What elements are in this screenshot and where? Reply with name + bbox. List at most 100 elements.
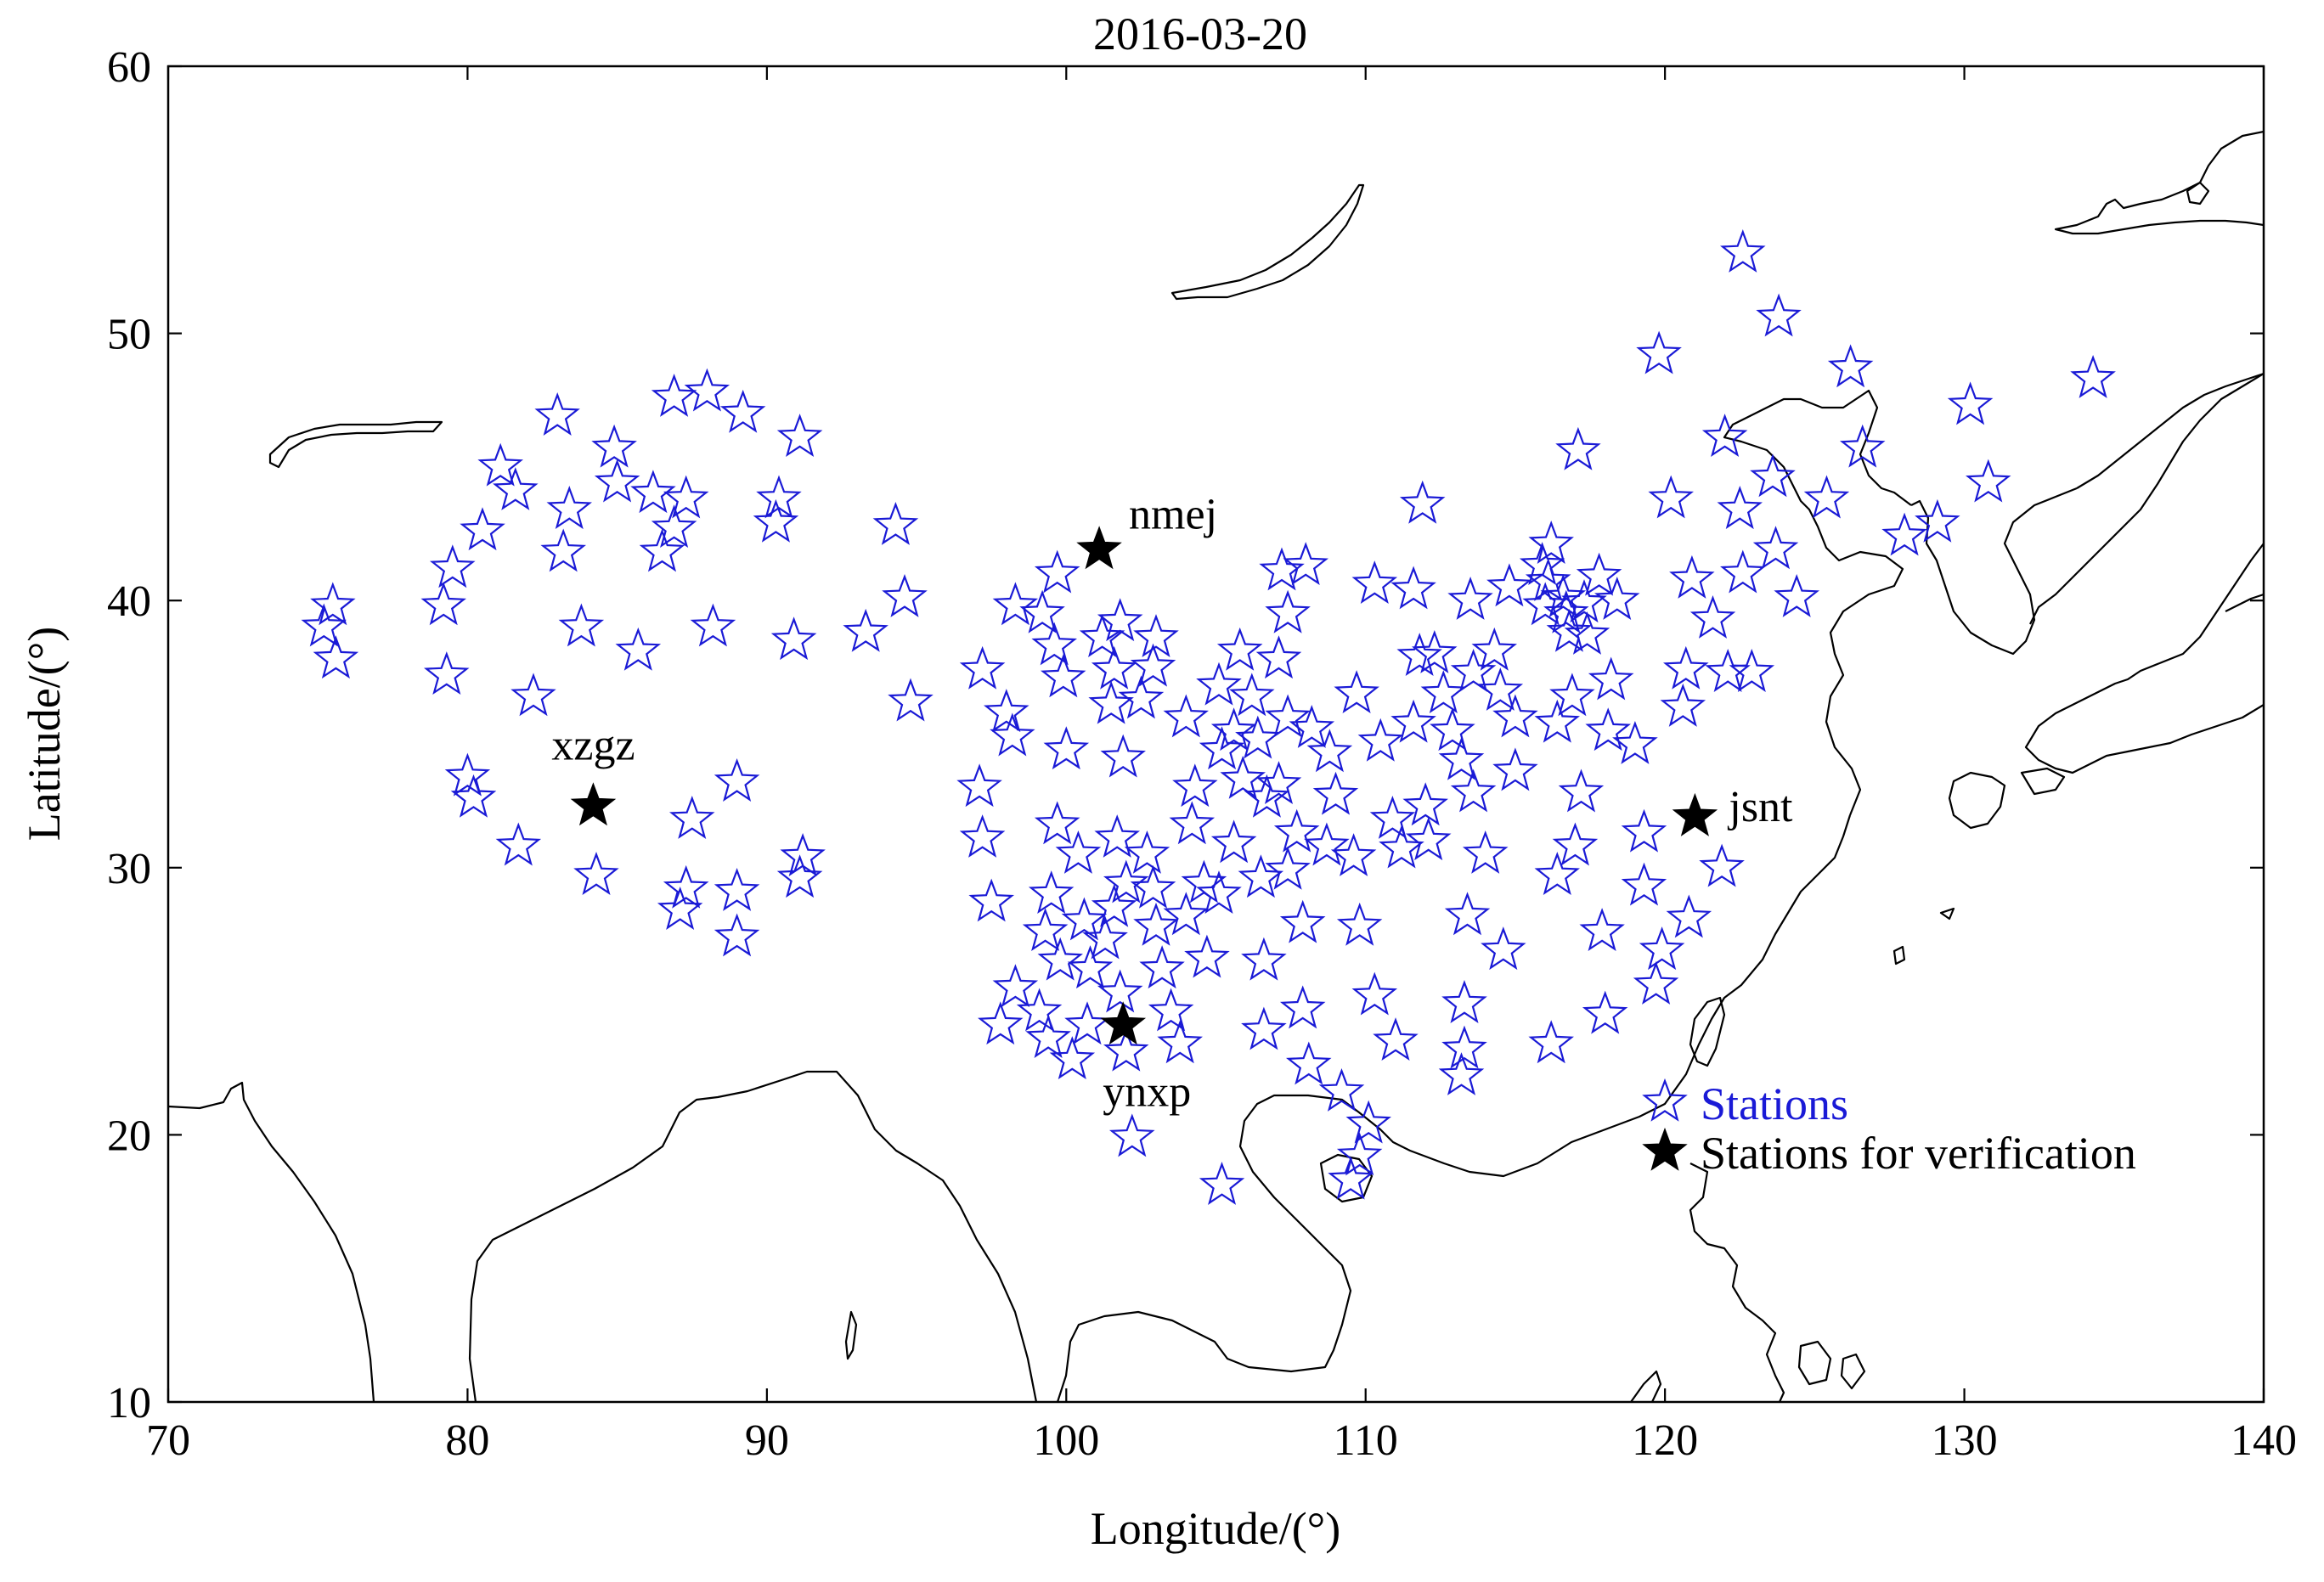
- station-marker: [1265, 846, 1311, 890]
- station-marker: [1549, 673, 1595, 717]
- station-marker: [1827, 344, 1874, 388]
- station-marker: [714, 913, 760, 957]
- y-tick-label: 30: [107, 845, 151, 893]
- station-marker: [1774, 573, 1819, 617]
- station-marker: [1312, 771, 1359, 815]
- station-marker: [591, 424, 637, 468]
- station-marker: [1103, 1027, 1149, 1072]
- station-marker: [1750, 453, 1796, 498]
- x-tick-label: 100: [1033, 1416, 1099, 1465]
- indochina-coastline: [1056, 814, 1852, 1402]
- station-marker: [1306, 729, 1353, 773]
- station-marker: [1471, 627, 1517, 671]
- station-marker: [1534, 852, 1580, 896]
- india-east-coastline: [468, 1070, 1038, 1402]
- sakhalin-island: [2186, 181, 2210, 205]
- station-marker: [1717, 486, 1763, 530]
- station-marker: [558, 603, 605, 647]
- station-marker: [1109, 1113, 1155, 1157]
- verification-markers: xzgz nmej ynxp jsnt: [551, 490, 1793, 1116]
- station-marker: [1318, 1067, 1365, 1112]
- plot-frame: [166, 65, 2265, 1404]
- station-marker: [1402, 782, 1448, 826]
- station-marker: [1259, 547, 1305, 591]
- station-marker: [984, 689, 1029, 733]
- station-marker: [1462, 830, 1509, 874]
- station-marker: [1328, 1156, 1374, 1200]
- station-marker: [1139, 945, 1185, 989]
- station-marker: [1163, 694, 1209, 738]
- station-marker: [1534, 699, 1580, 743]
- station-marker: [1441, 980, 1487, 1024]
- station-marker: [1118, 675, 1165, 719]
- station-marker: [1582, 990, 1628, 1034]
- station-marker: [1492, 747, 1538, 791]
- station-marker: [1286, 1041, 1332, 1085]
- station-marker: [1612, 720, 1658, 764]
- station-marker: [1279, 899, 1326, 943]
- station-marker: [1181, 859, 1227, 904]
- station-marker: [714, 757, 760, 802]
- andaman-island: [844, 1310, 858, 1360]
- station-marker: [1229, 673, 1275, 717]
- station-marker: [1279, 985, 1326, 1029]
- station-marker: [1803, 475, 1850, 519]
- station-marker: [1729, 648, 1775, 692]
- station-marker: [1028, 870, 1075, 915]
- station-marker: [1585, 707, 1631, 752]
- station-marker: [770, 616, 817, 661]
- y-tick-label: 50: [107, 311, 151, 359]
- station-marker: [477, 442, 523, 487]
- station-markers: [301, 229, 2116, 1205]
- station-marker: [1082, 915, 1128, 960]
- station-marker: [1522, 582, 1568, 626]
- y-axis-label: Latitude/(°): [19, 627, 70, 842]
- station-marker: [1169, 801, 1216, 845]
- station-marker: [1022, 908, 1069, 952]
- station-marker: [1966, 459, 2011, 503]
- station-marker: [776, 414, 823, 458]
- station-marker: [1265, 589, 1311, 633]
- station-marker: [510, 673, 556, 717]
- station-marker: [630, 470, 676, 514]
- x-axis-label: Longitude/(°): [1091, 1503, 1341, 1554]
- y-tick-label: 60: [107, 43, 151, 92]
- station-marker: [1528, 1020, 1574, 1064]
- station-marker: [1124, 830, 1170, 874]
- station-marker: [978, 1001, 1024, 1045]
- station-marker: [1091, 883, 1137, 927]
- station-marker: [493, 467, 539, 510]
- station-marker: [1441, 1025, 1487, 1069]
- station-marker: [444, 752, 491, 797]
- station-marker: [990, 712, 1035, 757]
- station-marker: [651, 373, 697, 417]
- station-marker: [420, 582, 466, 626]
- station-marker: [1444, 892, 1491, 936]
- station-marker: [1752, 526, 1799, 570]
- x-tick-label: 120: [1632, 1416, 1698, 1465]
- japan-kyushu: [1948, 771, 2006, 830]
- station-marker: [719, 389, 766, 433]
- station-marker: [1037, 937, 1083, 981]
- legend-open-star-icon: [1642, 1078, 1688, 1122]
- station-marker: [1648, 475, 1694, 519]
- station-marker: [968, 878, 1014, 922]
- station-marker: [1540, 573, 1587, 617]
- station-marker: [780, 833, 826, 876]
- station-marker: [1235, 715, 1281, 759]
- philippines-coastline: [1689, 1163, 1785, 1402]
- station-marker: [424, 651, 470, 695]
- station-marker: [540, 528, 586, 572]
- y-tick-label: 40: [107, 577, 151, 626]
- station-marker: [1199, 1162, 1245, 1205]
- x-tick-label: 140: [2231, 1416, 2297, 1465]
- station-marker: [1438, 736, 1485, 780]
- station-marker: [1034, 801, 1080, 845]
- station-marker: [1241, 1006, 1287, 1050]
- station-marker: [1055, 830, 1102, 874]
- chart-title: 2016-03-20: [1093, 8, 1307, 59]
- station-marker: [1546, 608, 1593, 652]
- station-marker: [1210, 707, 1257, 752]
- station-marker: [1373, 1017, 1419, 1061]
